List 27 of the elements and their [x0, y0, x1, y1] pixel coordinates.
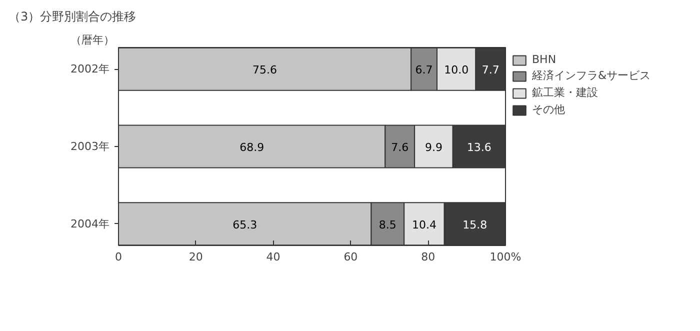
x-tick-label: 100%: [490, 250, 522, 264]
data-label: 7.6: [391, 141, 409, 154]
x-tick-label: 0: [115, 250, 122, 264]
data-label: 75.6: [252, 64, 278, 77]
data-label: 6.7: [415, 64, 433, 77]
legend-label: BHN: [532, 53, 556, 66]
y-tick-label: 2004年: [70, 217, 110, 230]
y-tick-label: 2003年: [70, 140, 110, 153]
data-label: 8.5: [378, 218, 396, 232]
x-tick-label: 80: [421, 250, 436, 264]
data-label: 65.3: [232, 218, 258, 232]
data-label: 9.9: [424, 141, 442, 154]
data-label: 10.0: [444, 64, 469, 77]
y-tick-label: 2002年: [70, 62, 110, 76]
data-label: 15.8: [462, 218, 488, 232]
legend-label: その他: [532, 102, 565, 117]
legend-label: 経済インフラ&サービス: [532, 68, 651, 83]
y-axis-title: （暦年）: [70, 34, 114, 46]
x-tick-label: 60: [344, 250, 358, 264]
data-label: 68.9: [240, 141, 264, 154]
data-label: 7.7: [482, 64, 500, 77]
chart-title: （3）分野別割合の推移: [8, 10, 136, 24]
x-tick-label: 40: [266, 250, 280, 264]
legend-label: 鉱工業・建設: [532, 85, 598, 100]
data-label: 13.6: [466, 141, 492, 154]
x-tick-label: 20: [188, 250, 203, 264]
data-label: 10.4: [412, 218, 436, 232]
